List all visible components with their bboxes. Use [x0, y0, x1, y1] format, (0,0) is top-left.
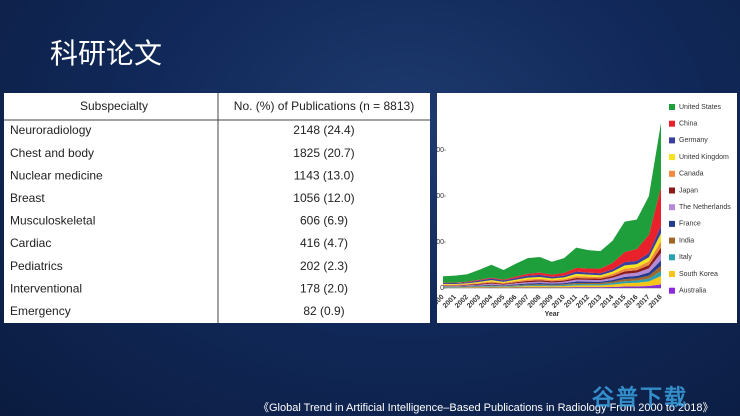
y-tick-label: 0: [440, 285, 444, 292]
table: Subspecialty No. (%) of Publications (n =…: [4, 93, 430, 323]
legend-swatch: [669, 254, 675, 261]
x-tick-label: 2010: [551, 294, 567, 310]
legend-swatch: [669, 104, 675, 110]
row-value: 178 (2.0): [300, 281, 348, 295]
header-cell: Subspecialty: [80, 99, 148, 113]
row-value: 1056 (12.0): [293, 191, 354, 205]
legend-label: United Kingdom: [679, 154, 729, 161]
y-tick-label: 1,500: [437, 147, 444, 154]
chart: 05001,0001,50020002001200220032004200520…: [437, 104, 731, 318]
x-axis-label: Year: [545, 311, 560, 318]
legend-label: Japan: [679, 187, 698, 194]
watermark: 谷普下载: [592, 386, 689, 411]
row-value: 82 (0.9): [303, 304, 344, 318]
legend-label: The Netherlands: [679, 204, 731, 211]
row-label: Breast: [10, 191, 45, 205]
row-label: Neuroradiology: [10, 123, 91, 137]
legend-swatch: [669, 220, 675, 227]
x-tick-label: 2018: [648, 294, 664, 310]
legend-label: South Korea: [679, 271, 718, 278]
header-cell: No. (%) of Publications (n = 8813): [234, 99, 414, 113]
area: [443, 284, 661, 288]
legend-label: Australia: [679, 288, 706, 295]
row-label: Pediatrics: [10, 259, 63, 273]
legend-label: Italy: [679, 254, 692, 261]
legend-swatch: [669, 137, 675, 144]
legend-label: France: [679, 221, 701, 228]
row-value: 1143 (13.0): [294, 168, 355, 182]
legend-label: Canada: [679, 171, 704, 178]
legend-label: India: [679, 237, 694, 244]
legend-swatch: [669, 154, 675, 161]
legend-swatch: [669, 187, 675, 194]
x-tick-label: 2000: [437, 294, 446, 310]
legend-swatch: [669, 287, 675, 294]
row-value: 606 (6.9): [300, 214, 348, 228]
row-label: Chest and body: [10, 146, 94, 160]
slide-title: 科研论文: [50, 37, 163, 70]
row-value: 416 (4.7): [300, 236, 348, 250]
row-value: 202 (2.3): [300, 259, 348, 273]
row-label: Cardiac: [10, 236, 51, 250]
legend-swatch: [669, 204, 675, 211]
legend-label: Germany: [679, 137, 708, 144]
row-label: Musculoskeletal: [10, 214, 95, 228]
row-value: 2148 (24.4): [293, 123, 354, 137]
legend-swatch: [669, 120, 675, 127]
row-value: 1825 (20.7): [293, 146, 354, 160]
y-tick-label: 500: [437, 239, 444, 246]
table-svg: Subspecialty No. (%) of Publications (n =…: [4, 93, 430, 323]
caption: 《Global Trend in Artificial Intelligence…: [258, 402, 714, 414]
legend-swatch: [669, 170, 675, 177]
y-tick-label: 1,000: [437, 193, 444, 200]
legend-label: China: [679, 121, 697, 128]
row-label: Nuclear medicine: [10, 168, 103, 182]
legend-label: United States: [679, 104, 722, 111]
chart-panel: 05001,0001,50020002001200220032004200520…: [437, 93, 737, 323]
row-label: Emergency: [10, 304, 71, 318]
row-label: Interventional: [10, 281, 82, 295]
legend-swatch: [669, 271, 675, 277]
legend-swatch: [669, 237, 675, 244]
